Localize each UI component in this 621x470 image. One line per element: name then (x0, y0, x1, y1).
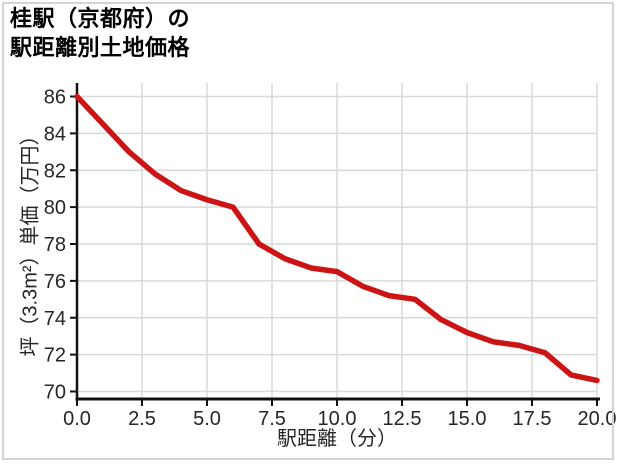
y-tick-label: 82 (44, 160, 66, 182)
price-line (74, 93, 600, 384)
y-tick-label: 80 (44, 197, 66, 219)
y-axis-label: 坪（3.3m²）単価（万円） (19, 125, 42, 357)
y-tick-label: 72 (44, 345, 66, 367)
x-tick-label: 20.0 (578, 408, 617, 430)
x-tick-label: 2.5 (128, 408, 156, 430)
x-tick-label: 15.0 (448, 408, 487, 430)
y-tick-label: 86 (44, 87, 66, 109)
x-tick-label: 10.0 (318, 408, 357, 430)
x-tick-label: 17.5 (513, 408, 552, 430)
chart-title-line2: 駅距離別土地価格 (10, 34, 191, 60)
x-tick-label: 7.5 (258, 408, 286, 430)
chart-title-line1: 桂駅（京都府）の (10, 6, 191, 31)
x-tick-label: 5.0 (193, 408, 221, 430)
y-tick-label: 84 (44, 123, 66, 145)
y-tick-label: 70 (44, 382, 66, 404)
y-tick-label: 78 (44, 234, 66, 256)
x-tick-label: 0.0 (63, 408, 91, 430)
y-tick-label: 76 (44, 271, 66, 293)
x-axis-label: 駅距離（分） (277, 428, 397, 450)
chart-title: 桂駅（京都府）の 駅距離別土地価格 (10, 5, 190, 62)
y-tick-label: 74 (44, 308, 66, 330)
x-tick-label: 12.5 (383, 408, 422, 430)
